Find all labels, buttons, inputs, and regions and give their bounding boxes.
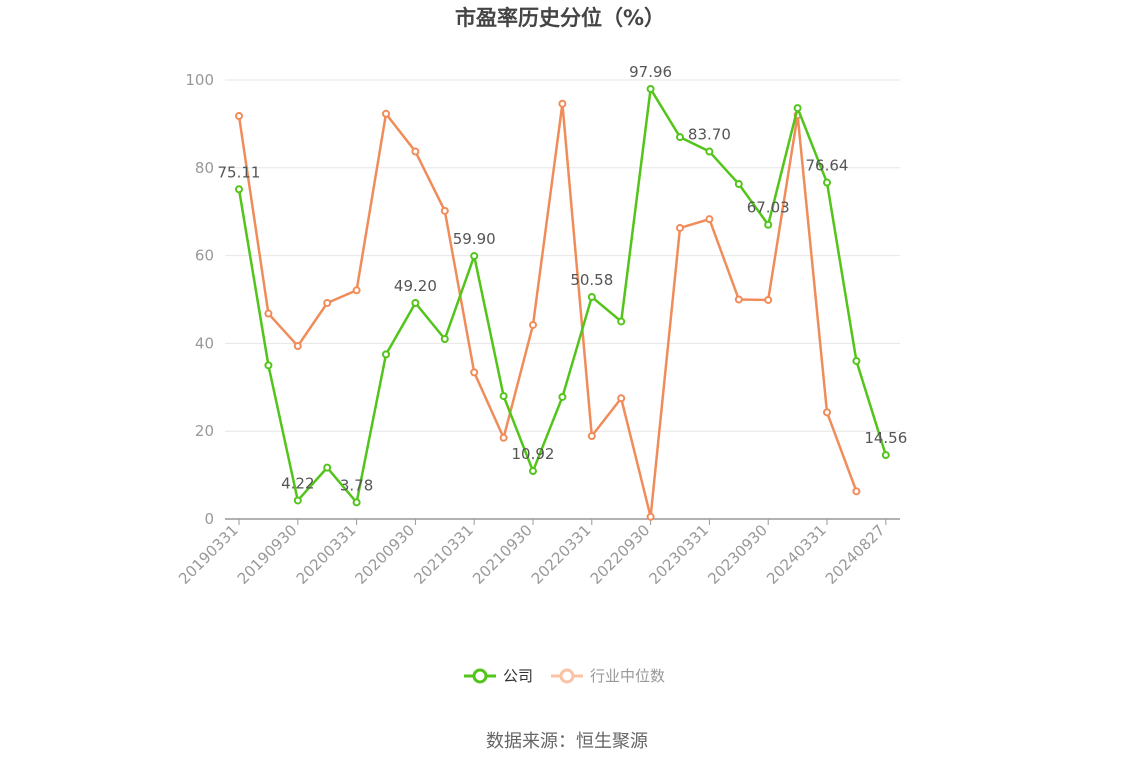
series-line-industry-median: [237, 102, 858, 519]
data-point-industry-median: [440, 206, 449, 215]
data-label: 50.58: [570, 271, 613, 289]
data-point-industry-median: [646, 512, 655, 521]
data-point-company: [440, 335, 449, 344]
data-labels: 75.11 4.22 3.78 49.20 59.90 10.92 50.58 97.96 83…: [218, 63, 908, 494]
data-point-industry-median: [323, 299, 332, 308]
x-tick-label: 20230331: [646, 521, 713, 588]
y-axis: 0 20 40 60 80 100: [185, 71, 214, 528]
data-point-company: [382, 350, 390, 359]
data-point-industry-median: [852, 487, 861, 496]
data-point-company: [793, 104, 802, 113]
data-point-company: [676, 133, 684, 142]
legend[interactable]: 公司 行业中位数: [464, 667, 665, 685]
chart-title: 市盈率历史分位（%）: [455, 6, 665, 30]
y-tick-label: 100: [185, 71, 214, 89]
data-point-company: [411, 299, 420, 308]
data-point-company: [705, 147, 714, 156]
data-point-company: [470, 252, 479, 261]
x-axis: 2019033120190930202003312020093020210331…: [175, 518, 900, 588]
data-point-company: [352, 498, 361, 507]
data-label: 49.20: [394, 277, 437, 295]
data-point-industry-median: [558, 99, 567, 108]
data-point-company: [734, 180, 743, 189]
data-point-industry-median: [352, 286, 361, 295]
data-label: 76.64: [806, 157, 849, 175]
legend-company-marker: [472, 668, 488, 684]
data-label: 14.56: [864, 429, 907, 447]
data-point-industry-median: [617, 394, 626, 403]
x-tick-label: 20200930: [352, 521, 419, 588]
legend-item-company[interactable]: 公司: [464, 667, 533, 685]
x-tick-label: 20210930: [469, 521, 536, 588]
data-label: 83.70: [688, 126, 731, 144]
data-point-industry-median: [676, 223, 684, 232]
data-point-company: [235, 185, 243, 194]
data-point-company: [587, 292, 596, 301]
x-tick-label: 20240331: [763, 521, 830, 588]
x-tick-label: 20210331: [410, 521, 477, 588]
data-point-company: [293, 496, 302, 505]
data-label: 4.22: [281, 474, 314, 492]
data-point-company: [852, 356, 861, 365]
data-point-company: [881, 451, 890, 460]
data-point-company: [558, 392, 567, 401]
legend-company-label: 公司: [503, 667, 533, 685]
y-tick-label: 20: [195, 422, 214, 440]
y-tick-label: 80: [195, 159, 214, 177]
x-tick-label: 20220331: [528, 521, 595, 588]
data-point-industry-median: [823, 408, 831, 417]
source-note: 数据来源：恒生聚源: [486, 731, 648, 752]
data-point-industry-median: [734, 295, 743, 304]
data-point-industry-median: [382, 109, 390, 118]
data-point-company: [646, 84, 655, 93]
data-point-industry-median: [470, 368, 479, 377]
data-point-company: [323, 463, 332, 472]
legend-industry-label: 行业中位数: [590, 667, 665, 685]
data-point-company: [823, 178, 831, 187]
data-point-company: [764, 220, 773, 229]
series-layer: [235, 84, 890, 521]
data-point-industry-median: [411, 147, 420, 156]
series-line-company: [237, 87, 887, 504]
data-point-company: [529, 467, 537, 476]
data-point-company: [264, 361, 273, 370]
data-point-industry-median: [587, 432, 596, 441]
data-point-industry-median: [264, 309, 273, 318]
x-tick-label: 20200331: [293, 521, 360, 588]
data-point-industry-median: [293, 342, 302, 351]
y-tick-label: 60: [195, 247, 214, 265]
x-tick-label: 20190331: [175, 521, 242, 588]
legend-industry-marker: [559, 668, 575, 684]
data-point-company: [617, 317, 626, 326]
data-label: 3.78: [340, 476, 373, 494]
data-label: 10.92: [512, 445, 555, 463]
x-tick-label: 20240827: [822, 521, 889, 588]
x-tick-label: 20220930: [587, 521, 654, 588]
y-tick-label: 0: [204, 510, 214, 528]
data-point-industry-median: [529, 320, 537, 329]
data-point-industry-median: [705, 215, 714, 224]
x-tick-label: 20190930: [234, 521, 301, 588]
data-label: 97.96: [629, 63, 672, 81]
data-label: 59.90: [453, 230, 496, 248]
data-point-industry-median: [764, 295, 773, 304]
data-point-industry-median: [499, 433, 508, 442]
legend-item-industry[interactable]: 行业中位数: [551, 667, 665, 685]
grid: [225, 79, 900, 432]
x-tick-label: 20230930: [704, 521, 771, 588]
data-label: 67.03: [747, 199, 790, 217]
y-tick-label: 40: [195, 334, 214, 352]
data-point-industry-median: [235, 111, 243, 120]
data-label: 75.11: [218, 163, 261, 181]
data-point-company: [499, 392, 508, 401]
